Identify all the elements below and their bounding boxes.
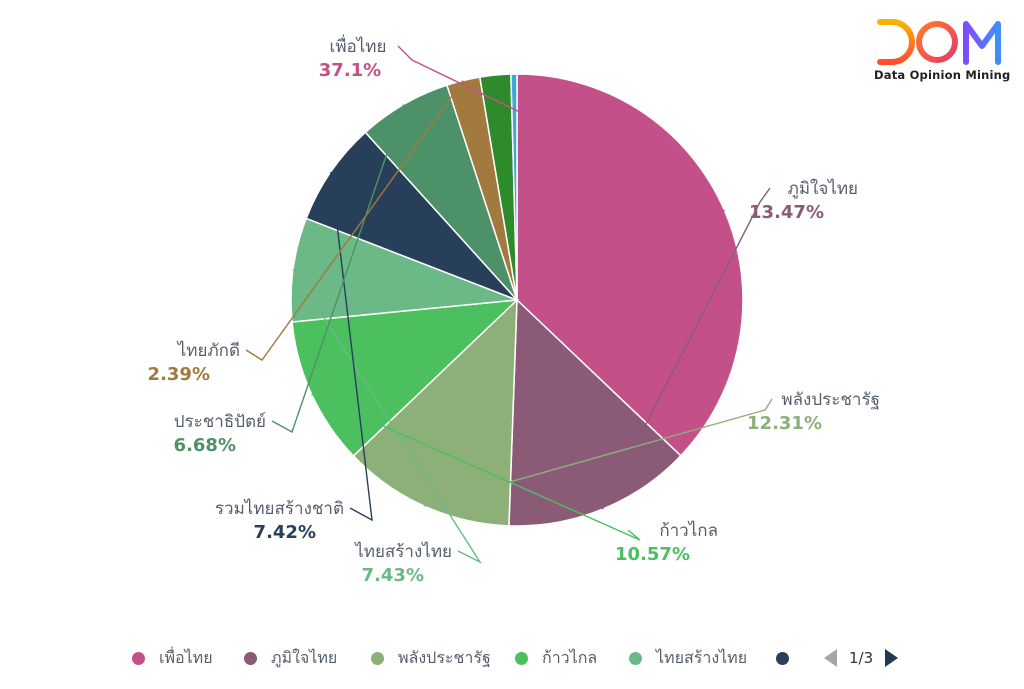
legend-pager: 1/3 <box>824 646 899 670</box>
slice-name-label-5: รวมไทยสร้างชาติ <box>215 498 344 519</box>
legend-item-label: ภูมิใจไทย <box>271 647 338 667</box>
leader-line-7 <box>245 80 464 361</box>
legend-item-3[interactable]: ก้าวไกล <box>515 646 597 670</box>
leader-line-5 <box>330 171 373 522</box>
circle-icon <box>132 651 145 665</box>
triangle-left-icon[interactable] <box>824 649 837 667</box>
circle-icon <box>515 651 528 665</box>
chart-legend: เพื่อไทย ภูมิใจไทย พลังประชารัฐ ก้าวไกล ไทยส… <box>0 640 1024 676</box>
slice-name-label-7: ไทยภักดี <box>176 340 240 361</box>
circle-icon <box>371 651 384 665</box>
label-leader-lines <box>245 45 773 564</box>
leader-line-0 <box>397 45 725 212</box>
slice-labels: เพื่อไทย 37.1% ภูมิใจไทย 13.47% พลังประชารัฐ… <box>148 34 880 586</box>
slice-name-label-3: ก้าวไกล <box>659 520 718 541</box>
slice-name-label-1: ภูมิใจไทย <box>788 178 858 199</box>
legend-item-1[interactable]: ภูมิใจไทย <box>244 646 337 670</box>
circle-icon <box>629 651 642 665</box>
slice-percent-label-5: 7.42% <box>254 522 316 543</box>
leader-line-6 <box>271 104 405 434</box>
pie-slice-3[interactable] <box>291 299 520 458</box>
leader-line-4 <box>292 268 482 564</box>
triangle-right-icon[interactable] <box>885 649 899 667</box>
slice-name-label-0: เพื่อไทย <box>330 34 387 57</box>
leader-line-3 <box>311 393 641 541</box>
legend-item-2[interactable]: พลังประชารัฐ <box>371 646 491 670</box>
legend-item-label: เพื่อไทย <box>159 647 213 667</box>
slice-percent-label-3: 10.57% <box>615 544 690 565</box>
slice-percent-label-7: 2.39% <box>148 364 210 385</box>
slice-name-label-2: พลังประชารัฐ <box>781 390 880 410</box>
slice-percent-label-4: 7.43% <box>362 565 424 586</box>
slice-name-label-4: ไทยสร้างไทย <box>353 541 452 562</box>
legend-item-label: ก้าวไกล <box>542 647 598 667</box>
legend-item-0[interactable]: เพื่อไทย <box>132 646 213 670</box>
legend-page-indicator: 1/3 <box>849 649 874 667</box>
legend-item-label: พลังประชารัฐ <box>398 647 491 667</box>
legend-item-4[interactable]: ไทยสร้างไทย <box>629 646 747 670</box>
slice-name-label-6: ประชาธิปัตย์ <box>174 412 266 432</box>
slice-percent-label-6: 6.68% <box>174 435 236 456</box>
circle-icon <box>244 651 257 665</box>
logo-subtitle: Data Opinion Mining <box>874 68 1011 82</box>
pie-slices <box>290 73 744 527</box>
slice-percent-label-1: 13.47% <box>749 202 824 223</box>
slice-percent-label-2: 12.31% <box>747 413 822 434</box>
legend-item-label: ไทยสร้างไทย <box>656 647 748 667</box>
leader-line-2 <box>424 398 773 507</box>
circle-icon <box>776 651 789 665</box>
legend-item-5[interactable] <box>776 646 803 670</box>
dom-logo: Data Opinion Mining <box>868 18 1011 88</box>
dom-logo-mark <box>877 19 1001 65</box>
slice-percent-label-0: 37.1% <box>319 60 381 81</box>
leader-line-1 <box>601 187 771 510</box>
pie-slice-unlabeled-9[interactable] <box>510 73 518 301</box>
